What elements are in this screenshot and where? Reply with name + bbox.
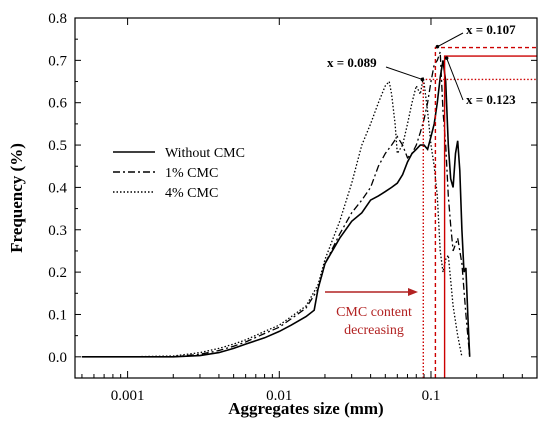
y-tick-label: 0.0: [48, 350, 67, 366]
tick-labels: 0.0 0.1 0.2 0.3 0.4 0.5 0.6 0.7 0.8 0.001 0.01 0.1: [48, 11, 440, 404]
ref-pointer-head-1: [435, 44, 440, 49]
y-axis-title: Frequency (%): [7, 143, 26, 253]
y-tick-label: 0.6: [48, 96, 67, 112]
reference-line-0: [422, 78, 537, 378]
ref-pointer-head-0: [420, 77, 425, 82]
series-line-2: [81, 77, 463, 358]
ref-pointer-head-2: [444, 56, 449, 60]
series-line-0: [81, 60, 471, 358]
series-line-1: [81, 51, 471, 358]
legend-label-0: Without CMC: [165, 146, 245, 161]
x-tick-label: 0.01: [266, 388, 292, 404]
annotations: x = 0.089 x = 0.107 x = 0.123 CMC content de…: [325, 22, 516, 338]
reference-line-2: [443, 55, 537, 378]
ref-label-2: x = 0.123: [466, 92, 516, 107]
ref-label-1: x = 0.107: [466, 22, 516, 37]
legend-label-1: 1% CMC: [165, 166, 218, 181]
cmc-arrow-head: [408, 288, 418, 296]
ref-pointer-2: [446, 57, 464, 101]
ref-label-0: x = 0.089: [327, 55, 377, 70]
y-tick-label: 0.1: [48, 307, 67, 323]
cmc-annotation-line1: CMC content: [336, 305, 412, 320]
y-tick-label: 0.8: [48, 11, 67, 27]
y-tick-label: 0.4: [48, 180, 67, 196]
legend: Without CMC 1% CMC 4% CMC: [113, 146, 245, 201]
plot-frame: [74, 17, 538, 379]
legend-label-2: 4% CMC: [165, 186, 218, 201]
x-tick-label: 0.1: [422, 388, 441, 404]
series-lines: [81, 51, 471, 358]
y-tick-label: 0.2: [48, 265, 67, 281]
y-tick-label: 0.3: [48, 223, 67, 239]
x-axis-title: Aggregates size (mm): [228, 399, 383, 418]
y-tick-label: 0.5: [48, 138, 67, 154]
y-tick-label: 0.7: [48, 53, 67, 69]
reference-line-1: [434, 46, 537, 378]
ref-pointer-1: [437, 32, 464, 48]
ref-pointer-0: [385, 66, 423, 80]
x-tick-label: 0.001: [111, 388, 145, 404]
tick-marks: [75, 17, 537, 378]
cmc-annotation-line2: decreasing: [344, 323, 404, 338]
